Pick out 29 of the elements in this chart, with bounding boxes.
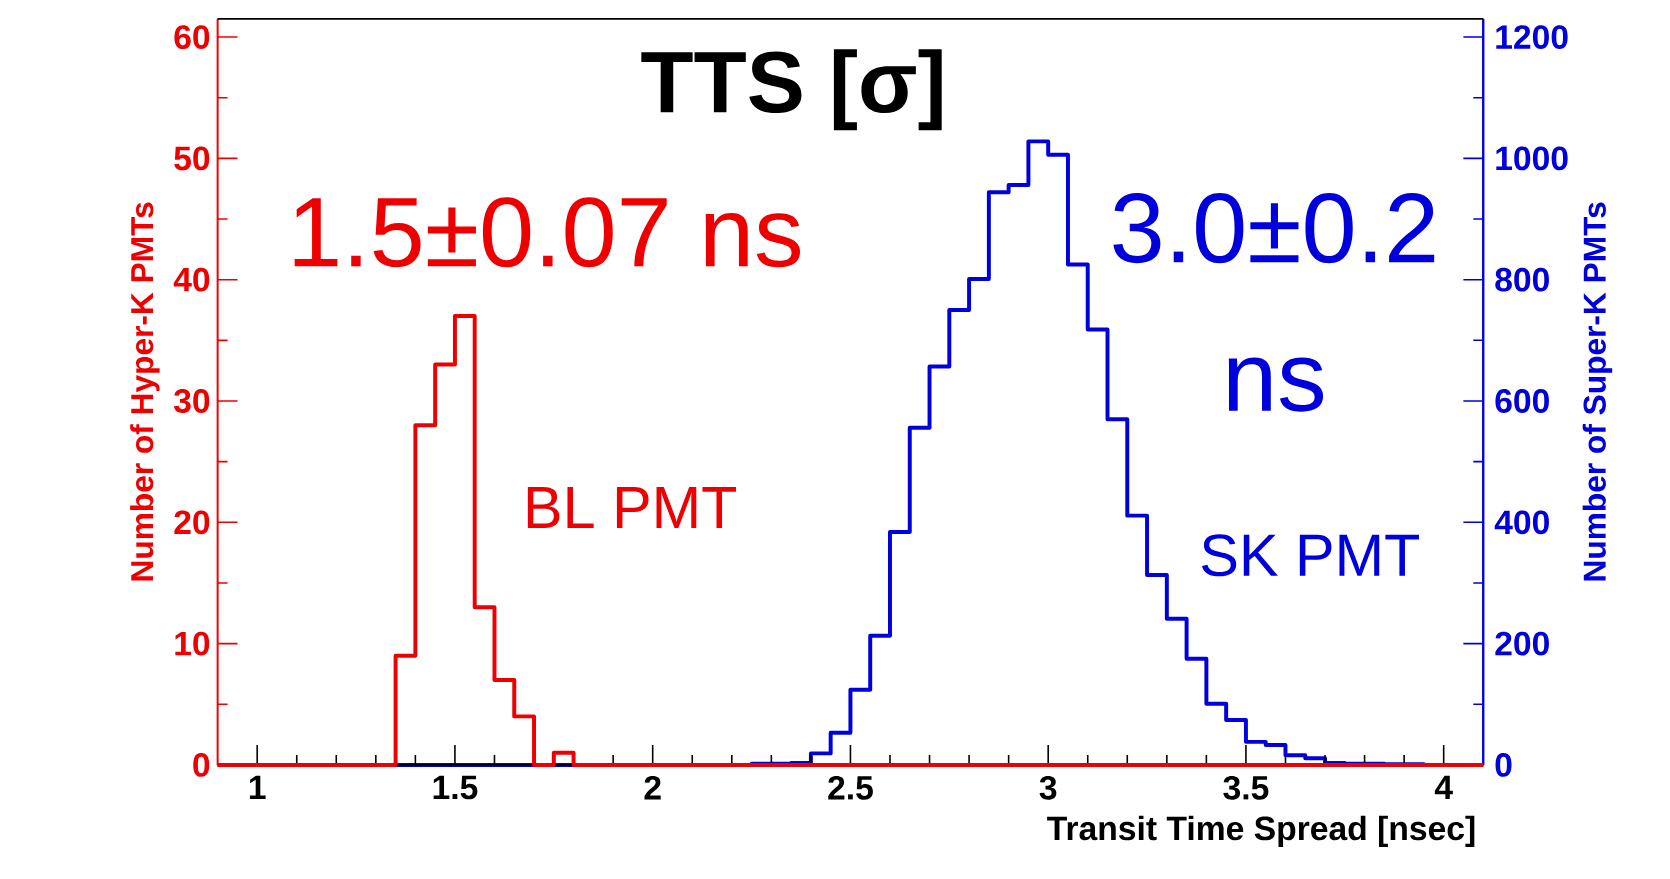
chart-title: TTS [σ] (641, 49, 942, 131)
annotation: 1.5±0.07 ns (294, 197, 800, 268)
y2-tick-label: 200 (1495, 631, 1549, 656)
y-tick-label: 0 (193, 752, 210, 777)
y2-tick-label: 0 (1495, 752, 1512, 777)
y-tick-label: 40 (173, 267, 210, 292)
y-tick-label: 10 (175, 631, 210, 656)
y2-tick-label: 600 (1495, 388, 1549, 413)
x-tick-label: 2.5 (828, 775, 873, 800)
legend-label: SK PMT (1202, 534, 1419, 577)
y2-axis-title: Number of Super-K PMTs (1582, 202, 1613, 581)
y-axis-title: Number of Hyper-K PMTs (130, 202, 160, 581)
y-tick-label: 30 (173, 388, 210, 413)
annotation: 3.0±0.2 ns (1113, 193, 1435, 412)
x-tick-label: 2 (644, 775, 661, 800)
x-axis-title: Transit Time Spread [nsec] (1047, 815, 1475, 847)
y-tick-label: 20 (174, 510, 210, 535)
x-tick-label: 3 (1039, 775, 1057, 800)
y2-tick-label: 400 (1494, 510, 1549, 535)
y-tick-label: 60 (174, 25, 210, 49)
x-tick-label: 3.5 (1223, 775, 1269, 800)
x-tick-label: 1 (249, 775, 266, 799)
y2-tick-label: 800 (1495, 267, 1549, 292)
x-tick-label: 4 (1434, 775, 1453, 799)
x-tick-label: 1.5 (433, 775, 478, 800)
y2-tick-label: 1200 (1496, 25, 1568, 49)
y-tick-label: 50 (174, 146, 210, 171)
series-label: BL PMT (527, 487, 737, 528)
y2-tick-label: 1000 (1496, 146, 1568, 171)
